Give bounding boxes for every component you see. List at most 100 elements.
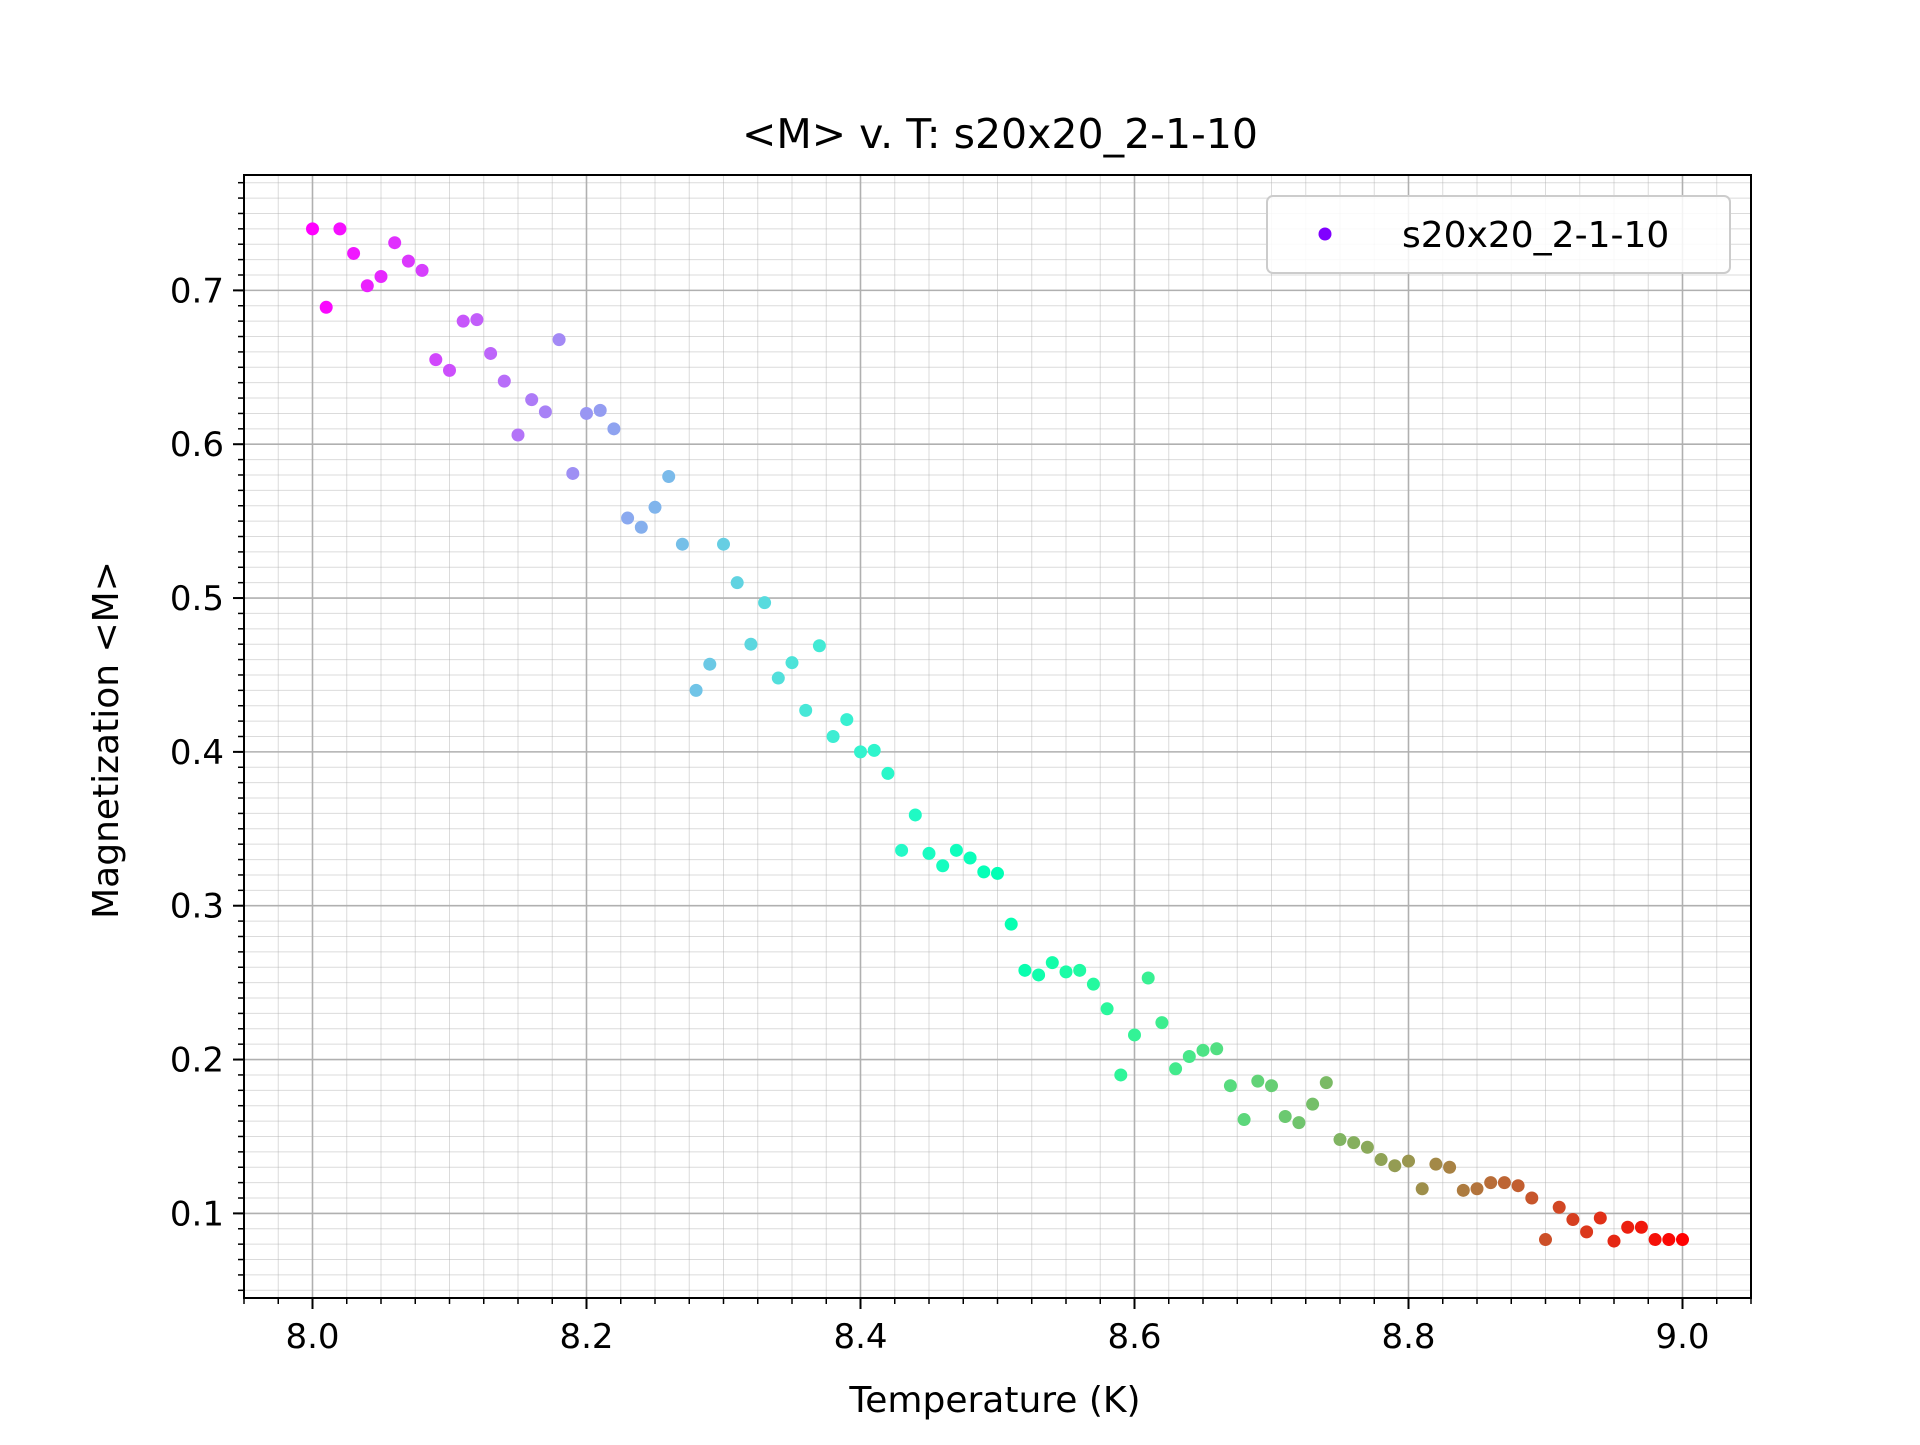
y-tick-label: 0.5: [170, 579, 224, 619]
chart-title: <M> v. T: s20x20_2-1-10: [742, 110, 1258, 158]
data-point: [1388, 1159, 1402, 1173]
data-point: [634, 520, 648, 534]
legend-label: s20x20_2-1-10: [1402, 215, 1669, 256]
x-tick-label: 8.4: [833, 1317, 887, 1357]
data-point: [1525, 1191, 1539, 1205]
data-point: [484, 346, 498, 360]
data-point: [1539, 1233, 1552, 1247]
data-point: [429, 353, 443, 367]
data-point: [1265, 1079, 1278, 1093]
data-point: [1484, 1176, 1498, 1190]
axis-ticks: 8.0 8.2 8.4 8.6 8.8 9.0 0.1 0.2 0.3 0.4 0.5 0.6 0.7: [170, 181, 1752, 1357]
data-point: [401, 254, 415, 268]
data-point: [812, 639, 826, 653]
data-point: [771, 671, 785, 685]
data-point: [949, 843, 963, 857]
data-point: [1319, 1076, 1333, 1090]
y-axis-label: Magnetization <M>: [86, 561, 127, 919]
y-tick-label: 0.2: [170, 1041, 224, 1081]
data-point: [1196, 1043, 1210, 1057]
data-point: [1347, 1136, 1361, 1150]
data-point: [593, 403, 607, 417]
data-point: [1086, 977, 1100, 991]
data-point: [1443, 1160, 1457, 1174]
data-point: [1566, 1213, 1580, 1227]
data-point: [1360, 1140, 1374, 1154]
data-point: [607, 422, 621, 436]
data-point: [1402, 1154, 1415, 1168]
x-tick-label: 8.8: [1381, 1317, 1435, 1357]
data-point: [1018, 963, 1032, 977]
data-point: [1648, 1233, 1662, 1247]
data-point: [1100, 1002, 1114, 1016]
data-point: [1333, 1133, 1347, 1147]
data-point: [1429, 1157, 1443, 1171]
x-axis-label: Temperature (K): [848, 1380, 1140, 1421]
data-point: [758, 596, 772, 610]
data-point: [1580, 1225, 1594, 1239]
data-point: [1169, 1062, 1183, 1076]
data-point: [936, 859, 950, 873]
data-point: [1251, 1074, 1265, 1088]
data-point: [1662, 1233, 1676, 1247]
data-point: [525, 393, 539, 407]
x-tick-label: 8.6: [1107, 1317, 1161, 1357]
legend-box: [1266, 195, 1731, 274]
data-point: [511, 428, 525, 442]
data-point: [566, 466, 580, 480]
data-point: [922, 846, 936, 860]
data-point: [1237, 1113, 1251, 1127]
y-tick-label: 0.6: [170, 425, 224, 465]
data-point: [1607, 1234, 1621, 1248]
data-point: [374, 270, 388, 284]
data-point: [1114, 1068, 1128, 1082]
data-point: [1128, 1028, 1141, 1042]
grid: [243, 175, 1752, 1298]
data-point: [785, 656, 799, 670]
y-tick-label: 0.7: [170, 271, 224, 311]
data-point: [799, 703, 813, 717]
data-point: [895, 843, 909, 857]
data-point: [1374, 1153, 1388, 1167]
x-tick-label: 9.0: [1655, 1317, 1709, 1357]
data-point: [1415, 1182, 1429, 1196]
data-point: [1182, 1049, 1196, 1063]
data-point: [648, 500, 662, 514]
data-point: [552, 333, 566, 347]
y-tick-label: 0.1: [170, 1194, 224, 1234]
data-point: [1292, 1116, 1306, 1130]
legend: s20x20_2-1-10: [1266, 195, 1731, 274]
data-point: [1278, 1109, 1292, 1123]
data-point: [881, 766, 895, 780]
data-point: [1210, 1042, 1224, 1056]
data-point: [306, 222, 319, 236]
data-point: [703, 657, 717, 671]
data-point: [1045, 956, 1059, 970]
data-point: [1511, 1179, 1525, 1193]
data-point: [991, 866, 1004, 880]
data-point: [662, 470, 676, 484]
data-point: [744, 637, 758, 651]
data-point: [1073, 963, 1087, 977]
data-point: [1223, 1079, 1237, 1093]
data-point: [1032, 968, 1046, 982]
data-point: [538, 405, 552, 419]
data-point: [689, 683, 703, 697]
data-point: [867, 743, 881, 757]
data-point: [580, 406, 593, 420]
data-point: [456, 314, 470, 328]
data-point: [497, 374, 511, 388]
data-point: [1456, 1183, 1470, 1197]
data-point: [826, 730, 840, 743]
x-tick-label: 8.0: [285, 1317, 339, 1357]
data-point: [840, 713, 854, 727]
data-point: [908, 808, 922, 822]
data-point: [1552, 1200, 1566, 1214]
data-point: [443, 363, 456, 377]
data-point: [1306, 1097, 1320, 1111]
data-point: [1004, 917, 1018, 931]
data-point: [1676, 1233, 1689, 1247]
data-point: [347, 246, 361, 260]
